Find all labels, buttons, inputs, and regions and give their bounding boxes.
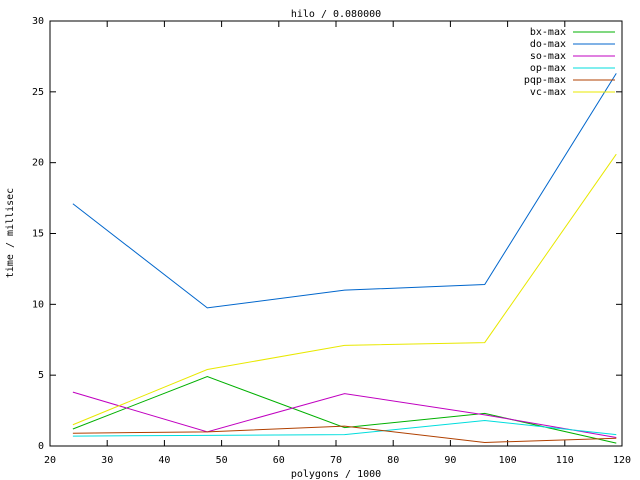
- x-tick-label: 80: [387, 455, 399, 466]
- legend-label: vc-max: [530, 87, 566, 98]
- x-tick-label: 40: [158, 455, 170, 466]
- x-tick-label: 120: [613, 455, 631, 466]
- x-tick-label: 100: [499, 455, 517, 466]
- legend-label: so-max: [530, 51, 566, 62]
- x-tick-label: 30: [101, 455, 113, 466]
- x-tick-label: 60: [273, 455, 285, 466]
- x-tick-label: 90: [444, 455, 456, 466]
- chart-title: hilo / 0.080000: [291, 9, 381, 20]
- y-tick-label: 15: [32, 229, 44, 240]
- legend-label: bx-max: [530, 27, 566, 38]
- legend-label: do-max: [530, 39, 566, 50]
- y-tick-label: 10: [32, 299, 44, 310]
- legend-label: op-max: [530, 63, 566, 74]
- series-line: [72, 153, 617, 426]
- series-line: [72, 376, 617, 444]
- x-tick-label: 70: [330, 455, 342, 466]
- y-tick-label: 30: [32, 16, 44, 27]
- y-axis-label: time / millisec: [5, 188, 16, 278]
- x-tick-label: 50: [216, 455, 228, 466]
- y-tick-label: 5: [38, 370, 44, 381]
- x-tick-label: 20: [44, 455, 56, 466]
- x-axis-label: polygons / 1000: [291, 469, 381, 480]
- series-line: [72, 425, 617, 443]
- y-tick-label: 20: [32, 158, 44, 169]
- series-line: [72, 391, 617, 438]
- legend-label: pqp-max: [524, 75, 566, 86]
- x-tick-label: 110: [556, 455, 574, 466]
- y-tick-label: 0: [38, 441, 44, 452]
- series-line: [72, 73, 617, 309]
- series-line: [72, 419, 617, 437]
- y-tick-label: 25: [32, 87, 44, 98]
